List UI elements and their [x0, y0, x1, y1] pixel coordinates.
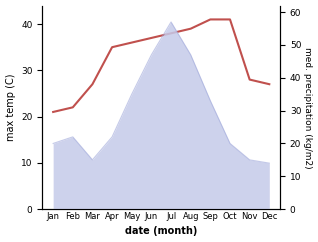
- X-axis label: date (month): date (month): [125, 227, 197, 236]
- Y-axis label: max temp (C): max temp (C): [5, 74, 16, 141]
- Y-axis label: med. precipitation (kg/m2): med. precipitation (kg/m2): [303, 46, 313, 168]
